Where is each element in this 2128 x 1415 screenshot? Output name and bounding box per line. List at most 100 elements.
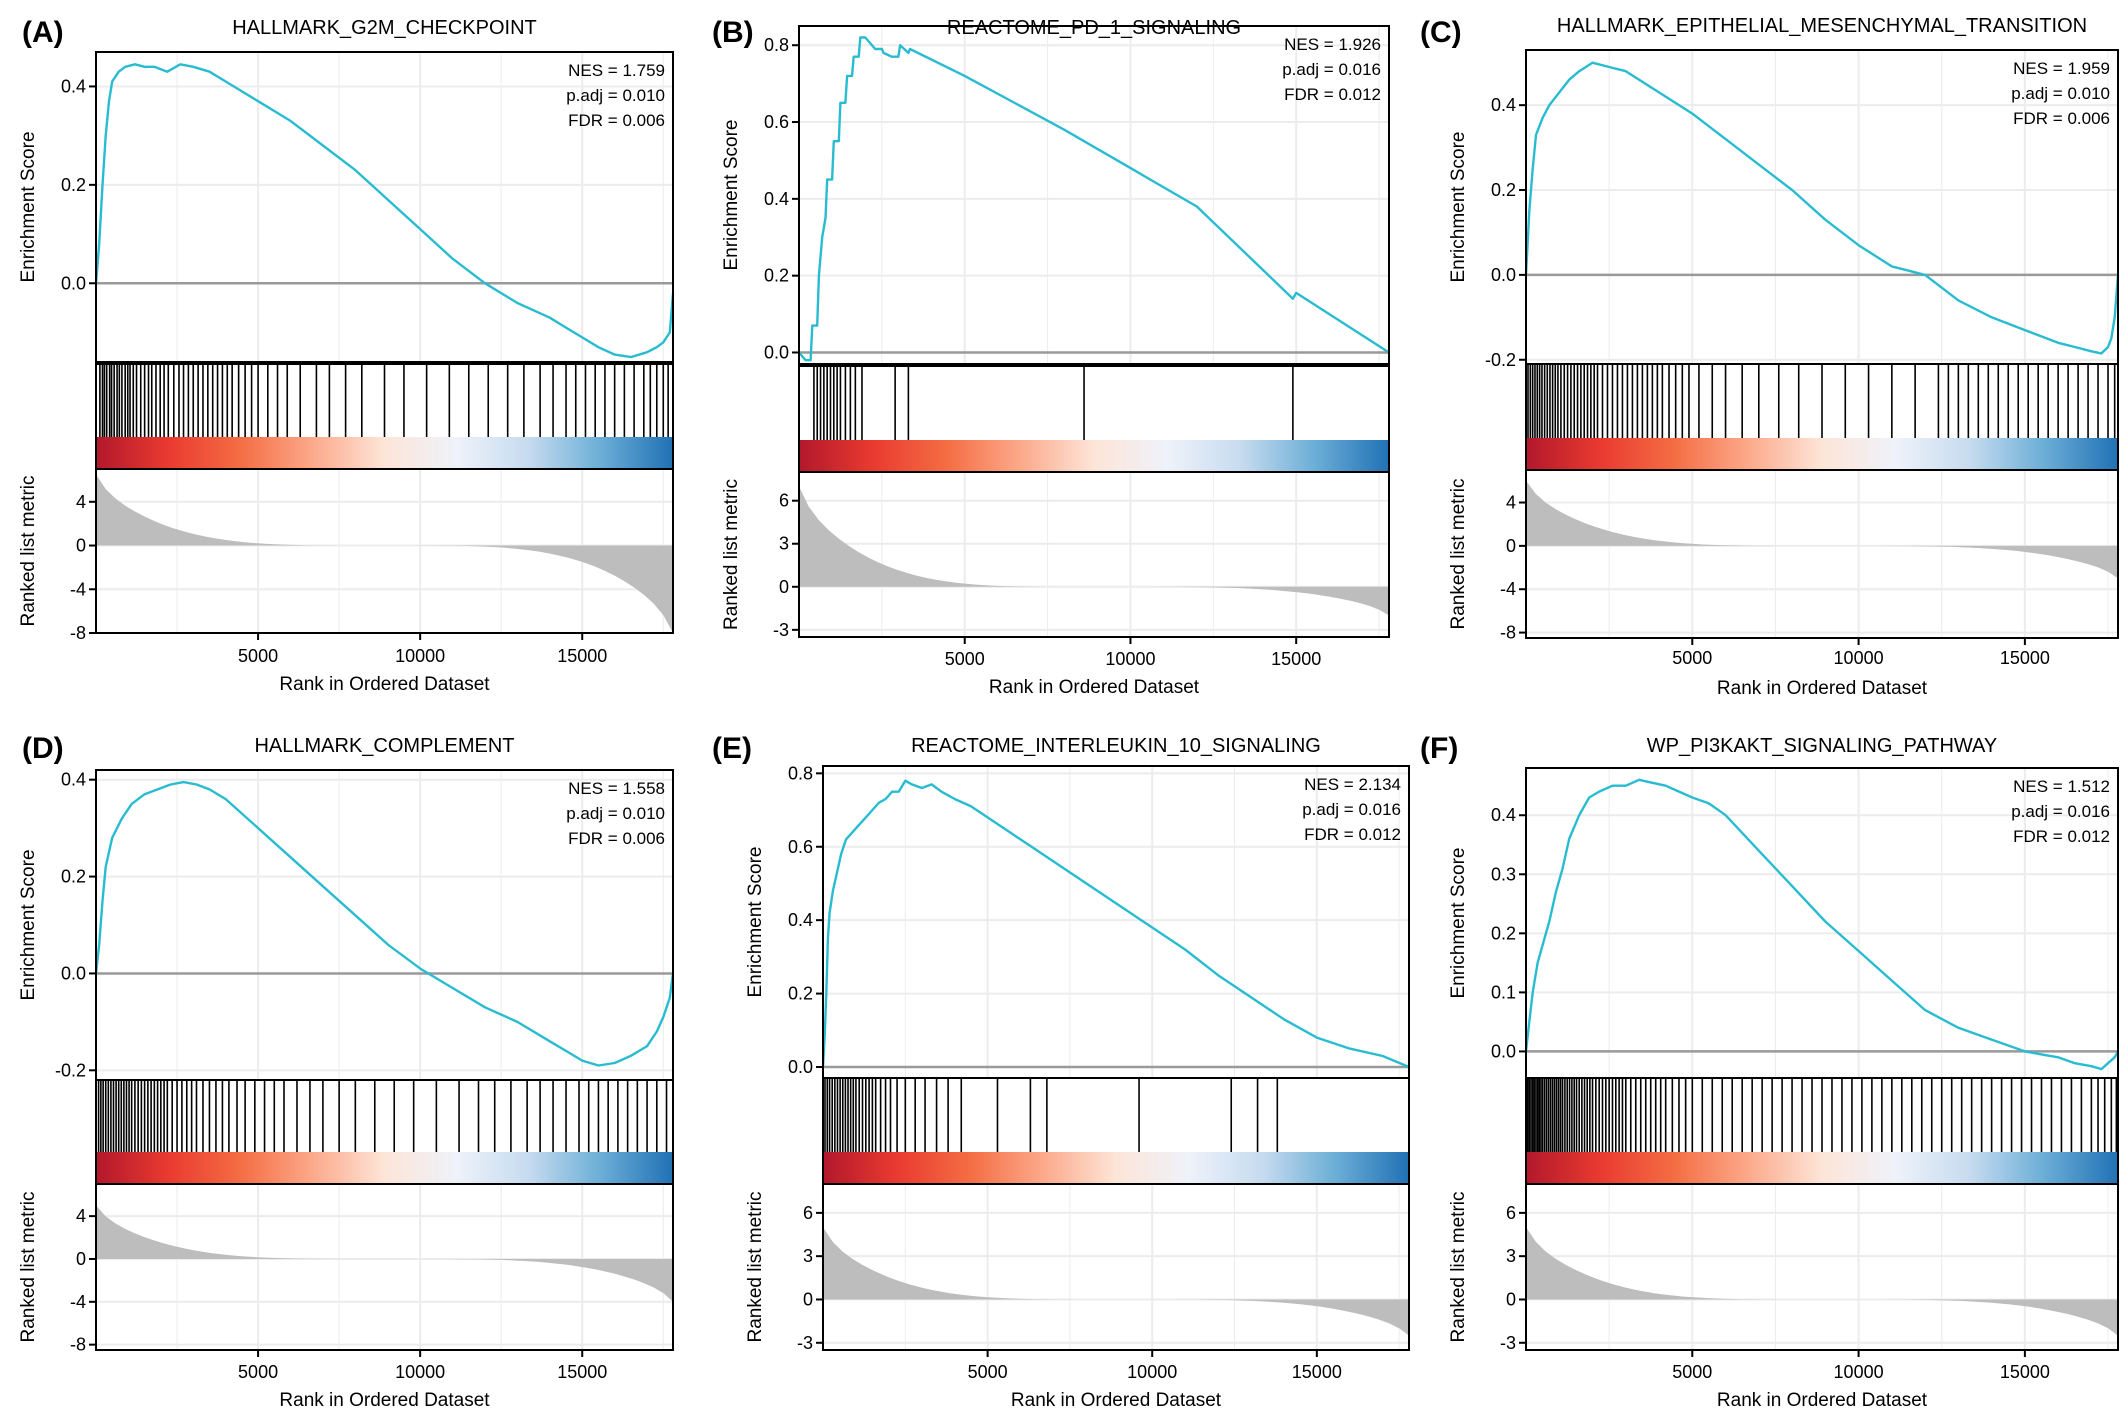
ranked-metric-area <box>1526 1227 2118 1336</box>
es-y-tick-label: 0.2 <box>1491 180 1516 200</box>
metric-y-tick-label: 3 <box>1506 1246 1516 1266</box>
stat-label: FDR = 0.006 <box>2013 109 2110 128</box>
es-y-tick-label: 0.2 <box>764 266 789 286</box>
x-axis-label: Rank in Ordered Dataset <box>1011 1390 1222 1411</box>
es-y-tick-label: -0.2 <box>1485 350 1516 370</box>
gsea-panel-6: 0.0 0.1 0.2 0.3 0.4 6 3 0 -3 5000 10000 15000 (F) WP_… <box>1420 732 2120 1411</box>
es-y-tick-label: 0.6 <box>788 837 813 857</box>
metric-y-tick-label: -8 <box>70 1335 86 1355</box>
metric-frame <box>822 1183 1410 1351</box>
stat-label: FDR = 0.006 <box>568 829 665 848</box>
x-tick-label: 5000 <box>1672 648 1712 668</box>
es-y-axis-label: Enrichment Score <box>721 119 742 270</box>
metric-y-tick-label: 6 <box>1506 1203 1516 1223</box>
enrichment-score-line <box>94 63 675 359</box>
ranked-heat-bar <box>799 440 1389 472</box>
gsea-panel-1: 0.0 0.2 0.4 4 0 -4 -8 5000 10000 15000 (A) HALLMARK… <box>18 16 675 695</box>
gene-hit-marks <box>97 1080 668 1152</box>
stat-label: NES = 1.926 <box>1284 35 1381 54</box>
es-y-tick-label: 0.0 <box>61 273 86 293</box>
es-y-tick-label: 0.4 <box>764 189 789 209</box>
es-y-tick-label: 0.4 <box>1491 805 1516 825</box>
es-y-tick-label: 0.3 <box>1491 864 1516 884</box>
metric-y-axis-label: Ranked list metric <box>18 476 39 627</box>
gene-hit-marks <box>1527 364 2116 438</box>
stat-label: p.adj = 0.016 <box>2011 802 2110 821</box>
ranked-heat-bar <box>96 437 673 469</box>
es-y-tick-label: 0.4 <box>61 770 86 790</box>
metric-y-axis-label: Ranked list metric <box>1448 1192 1469 1343</box>
metric-frame <box>798 471 1390 638</box>
grid-lines <box>823 766 1409 1350</box>
gene-hit-marks <box>824 1078 1279 1152</box>
es-y-tick-label: 0.0 <box>788 1057 813 1077</box>
es-y-tick-label: 0.2 <box>1491 923 1516 943</box>
gene-hit-marks <box>99 364 669 437</box>
metric-y-tick-label: 6 <box>803 1203 813 1223</box>
panel-letter: (F) <box>1420 732 1458 765</box>
es-y-axis-label: Enrichment Score <box>745 846 766 997</box>
x-axis-label: Rank in Ordered Dataset <box>989 677 1200 698</box>
metric-y-tick-label: 3 <box>779 534 789 554</box>
es-y-tick-label: 0.0 <box>61 963 86 983</box>
grid-lines <box>799 26 1389 637</box>
stat-label: p.adj = 0.016 <box>1302 800 1401 819</box>
metric-y-tick-label: 0 <box>779 577 789 597</box>
metric-y-axis-label: Ranked list metric <box>18 1192 39 1343</box>
x-tick-label: 5000 <box>238 646 278 666</box>
metric-y-axis-label: Ranked list metric <box>1448 479 1469 630</box>
metric-frame <box>1525 469 2119 639</box>
stat-label: NES = 1.558 <box>568 779 665 798</box>
x-tick-label: 10000 <box>1105 649 1155 669</box>
gsea-panel-3: -0.2 0.0 0.2 0.4 4 0 -4 -8 5000 10000 15000 (C) HALL… <box>1420 15 2120 699</box>
panel-title: REACTOME_INTERLEUKIN_10_SIGNALING <box>911 735 1321 757</box>
es-y-axis-label: Enrichment Score <box>1448 131 1469 282</box>
panel-letter: (A) <box>22 16 64 49</box>
ranked-heat-bar <box>1526 1152 2118 1184</box>
metric-y-tick-label: -4 <box>1500 579 1516 599</box>
ranked-heat-bar <box>1526 438 2118 470</box>
metric-y-tick-label: -4 <box>70 579 86 599</box>
es-y-tick-label: 0.0 <box>1491 265 1516 285</box>
panel-title: HALLMARK_G2M_CHECKPOINT <box>232 17 537 39</box>
x-axis-label: Rank in Ordered Dataset <box>1717 1390 1928 1411</box>
enrichment-score-line <box>94 780 675 1067</box>
stat-label: NES = 1.959 <box>2013 59 2110 78</box>
gsea-panel-5: 0.0 0.2 0.4 0.6 0.8 6 3 0 -3 5000 10000 15000 (E) REA… <box>712 732 1410 1411</box>
x-tick-label: 15000 <box>557 1362 607 1382</box>
es-y-tick-label: 0.1 <box>1491 982 1516 1002</box>
es-y-axis-label: Enrichment Score <box>1448 847 1469 998</box>
ranked-metric-area <box>799 486 1389 616</box>
x-axis-label: Rank in Ordered Dataset <box>279 1390 490 1411</box>
metric-y-tick-label: 0 <box>76 536 86 556</box>
es-y-tick-label: 0.0 <box>764 342 789 362</box>
enrichment-score-line <box>1524 778 2120 1071</box>
es-y-tick-label: 0.4 <box>1491 95 1516 115</box>
ranked-heat-bar <box>96 1152 673 1184</box>
panel-title: REACTOME_PD_1_SIGNALING <box>947 17 1241 39</box>
x-tick-label: 15000 <box>1271 649 1321 669</box>
enrichment-score-line <box>1524 61 2120 355</box>
enrichment-score-line <box>798 36 1390 362</box>
panel-title: HALLMARK_COMPLEMENT <box>254 735 514 757</box>
es-y-tick-label: -0.2 <box>55 1060 86 1080</box>
es-frame <box>95 51 674 363</box>
x-tick-label: 15000 <box>557 646 607 666</box>
metric-y-tick-label: 3 <box>803 1246 813 1266</box>
ranked-metric-area <box>96 1205 673 1302</box>
metric-y-axis-label: Ranked list metric <box>721 479 742 630</box>
metric-y-tick-label: -3 <box>773 620 789 640</box>
metric-y-tick-label: 6 <box>779 491 789 511</box>
x-tick-label: 5000 <box>945 649 985 669</box>
es-y-axis-label: Enrichment Score <box>18 849 39 1000</box>
stat-label: FDR = 0.012 <box>1304 825 1401 844</box>
grid-lines <box>1526 768 2118 1350</box>
metric-y-tick-label: 4 <box>76 492 86 512</box>
stat-label: p.adj = 0.010 <box>566 86 665 105</box>
metric-y-tick-label: -8 <box>70 623 86 643</box>
x-tick-label: 10000 <box>1127 1362 1177 1382</box>
stat-label: p.adj = 0.016 <box>1282 60 1381 79</box>
metric-y-tick-label: -3 <box>1500 1333 1516 1353</box>
